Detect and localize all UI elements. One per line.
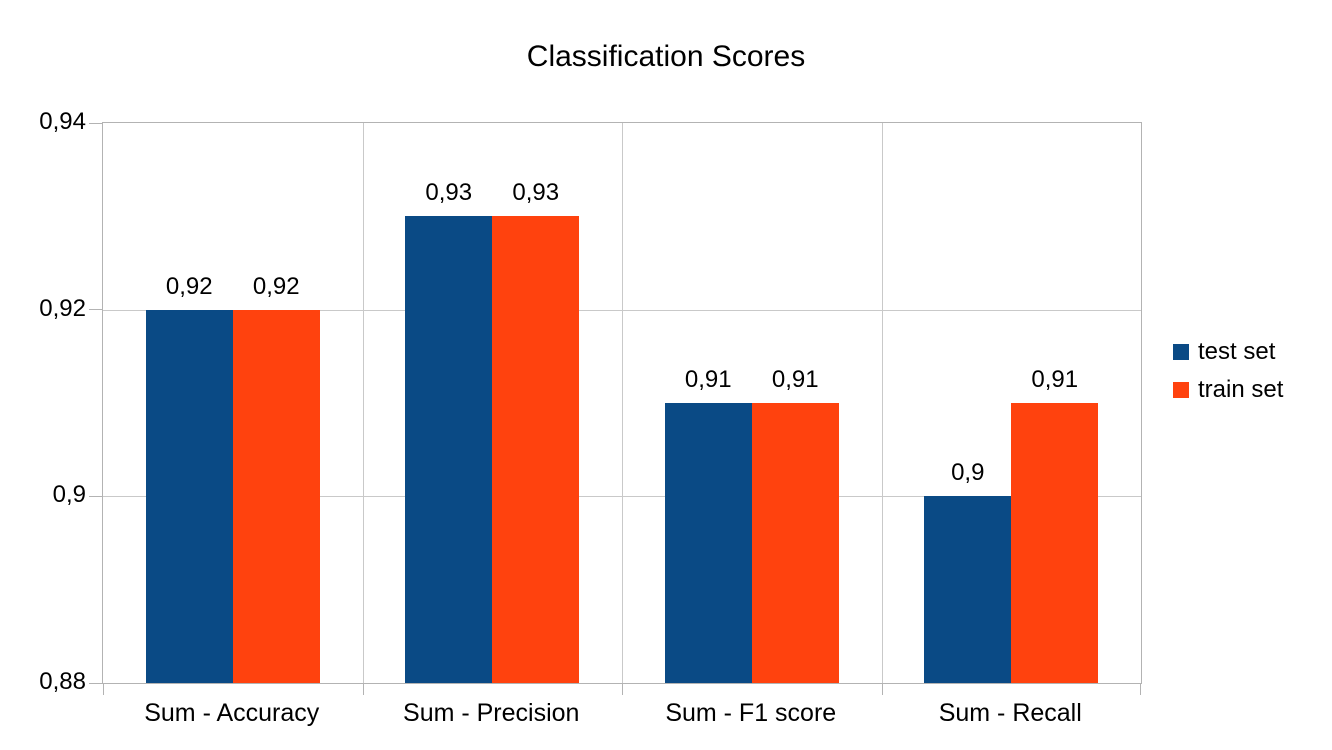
bar: [664, 403, 752, 683]
plot-area: 0,92 0,92 0,93 0,93 0,91 0,91 0,9 0,91: [89, 122, 1142, 695]
y-axis-label: 0,92: [39, 294, 86, 322]
y-axis-label: 0,94: [39, 108, 86, 135]
bar-value-label: 0,91: [1031, 366, 1079, 393]
x-axis-tick: [1140, 683, 1141, 695]
bar-value-label: 0,92: [252, 272, 300, 300]
x-axis-label: Sum - Accuracy: [144, 699, 320, 727]
legend-item: train set: [1173, 378, 1283, 402]
y-axis-label: 0,9: [52, 481, 86, 509]
y-axis-tick: [89, 682, 103, 684]
bar-value-label: 0,93: [425, 179, 473, 207]
x-axis-label: Sum - Recall: [938, 699, 1082, 727]
legend: test set train set: [1173, 340, 1283, 416]
x-axis-label: Sum - Precision: [403, 699, 580, 727]
bar-value-label: 0,91: [771, 366, 819, 393]
bar: [751, 403, 839, 683]
y-axis-tick: [89, 309, 103, 311]
x-axis-tick: [881, 683, 883, 695]
legend-label: test set: [1198, 338, 1276, 365]
legend-item: test set: [1173, 340, 1283, 364]
x-axis-tick: [622, 683, 623, 695]
y-axis-tick: [89, 495, 103, 497]
x-axis-tick: [362, 683, 364, 695]
bar-value-label: 0,92: [165, 272, 213, 300]
x-axis-label: Sum - F1 score: [665, 699, 837, 727]
v-gridline: [362, 123, 364, 683]
bar: [1011, 403, 1099, 683]
bar: [924, 496, 1012, 683]
bar: [145, 309, 233, 683]
bar-value-label: 0,9: [951, 459, 985, 487]
legend-label: train set: [1198, 376, 1284, 403]
x-axis-tick: [103, 683, 104, 695]
bar-value-label: 0,91: [684, 366, 732, 393]
y-axis-label: 0,88: [39, 668, 86, 695]
v-gridline: [622, 123, 623, 683]
y-axis-tick: [89, 122, 103, 124]
chart-title: Classification Scores: [526, 40, 806, 73]
legend-swatch: [1173, 382, 1189, 398]
bar-value-label: 0,93: [512, 179, 560, 207]
bar: [232, 309, 320, 683]
bar: [492, 216, 580, 683]
bar: [405, 216, 493, 683]
legend-swatch: [1173, 344, 1189, 360]
v-gridline: [881, 123, 883, 683]
